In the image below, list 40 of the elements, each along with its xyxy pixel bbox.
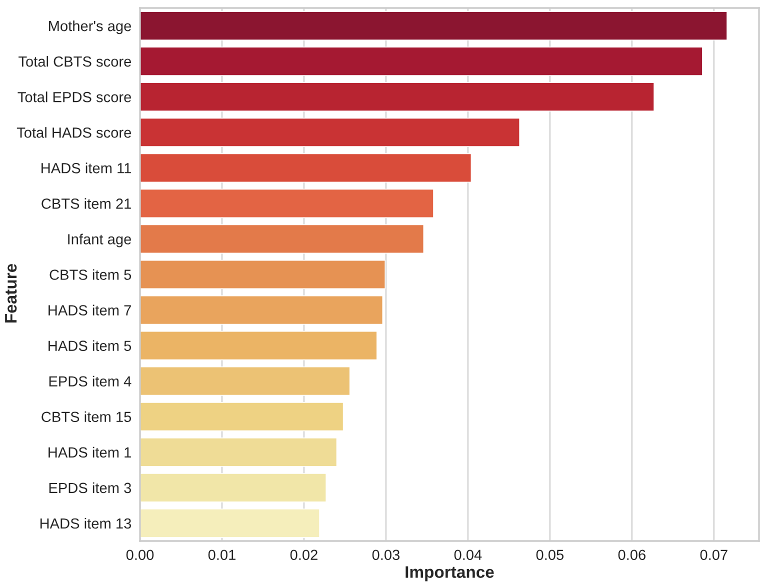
- bar: [140, 11, 728, 40]
- x-axis-title: Importance: [406, 566, 494, 582]
- y-tick-label: Infant age: [68, 234, 132, 248]
- y-tick-label: Total HADS score: [16, 127, 132, 138]
- bar: [140, 224, 424, 254]
- y-tick-label: EPDS item 3: [49, 482, 132, 494]
- x-tick-label: 0.04: [454, 550, 482, 560]
- x-tick-label: 0.06: [618, 550, 646, 560]
- bar: [140, 473, 327, 502]
- bar: [140, 188, 434, 218]
- y-tick-label: CBTS item 5: [50, 269, 132, 280]
- bar: [140, 295, 384, 325]
- bar: [140, 118, 520, 147]
- bar: [140, 366, 350, 396]
- bar: [140, 438, 338, 467]
- x-tick-label: 0.00: [126, 550, 154, 560]
- y-tick-label: HADS item 7: [48, 304, 131, 316]
- y-tick-label: EPDS item 4: [49, 376, 132, 387]
- bar: [140, 46, 703, 76]
- x-tick-label: 0.03: [372, 550, 400, 560]
- y-tick-label: HADS item 1: [48, 446, 131, 458]
- y-tick-label: CBTS item 15: [42, 411, 132, 422]
- y-tick-label: HADS item 11: [42, 162, 131, 174]
- x-tick-label: 0.05: [536, 550, 564, 560]
- y-tick-label: Total CBTS score: [18, 56, 132, 67]
- y-tick-label: HADS item 5: [48, 340, 132, 351]
- bar: [140, 330, 378, 360]
- bar: [140, 82, 654, 112]
- y-tick-label: HADS item 13: [40, 518, 132, 529]
- bar: [140, 402, 344, 432]
- bar: [140, 260, 386, 290]
- x-tick-label: 0.01: [208, 550, 236, 560]
- y-axis-title: Feature: [5, 264, 17, 322]
- y-tick-label: Mother's age: [49, 20, 132, 34]
- x-tick-label: 0.07: [700, 550, 728, 560]
- bar: [140, 153, 472, 183]
- y-tick-label: CBTS item 21: [42, 198, 131, 209]
- y-tick-label: Total EPDS score: [18, 92, 132, 102]
- x-tick-label: 0.02: [290, 550, 318, 560]
- bar: [140, 508, 320, 538]
